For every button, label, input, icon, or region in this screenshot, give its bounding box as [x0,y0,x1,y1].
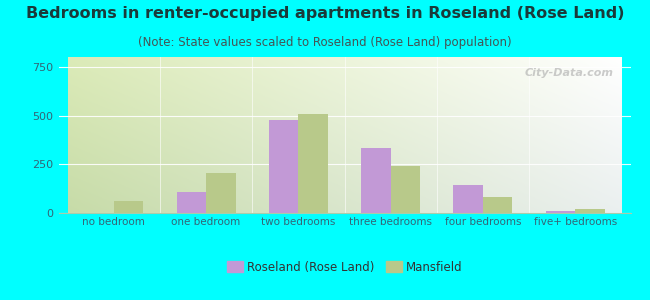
Text: (Note: State values scaled to Roseland (Rose Land) population): (Note: State values scaled to Roseland (… [138,36,512,49]
Bar [298,113,328,213]
Bar [114,201,144,213]
Bar [177,191,206,213]
Legend: Roseland (Rose Land), Mansfield: Roseland (Rose Land), Mansfield [222,256,467,279]
Bar [391,166,420,213]
Bar [483,197,512,213]
Text: Bedrooms in renter-occupied apartments in Roseland (Rose Land): Bedrooms in renter-occupied apartments i… [26,6,624,21]
Bar [453,185,483,213]
Text: City-Data.com: City-Data.com [525,68,614,78]
Bar [575,209,604,213]
Bar [206,173,236,213]
Bar [361,148,391,213]
Bar [269,120,298,213]
Bar [545,211,575,213]
